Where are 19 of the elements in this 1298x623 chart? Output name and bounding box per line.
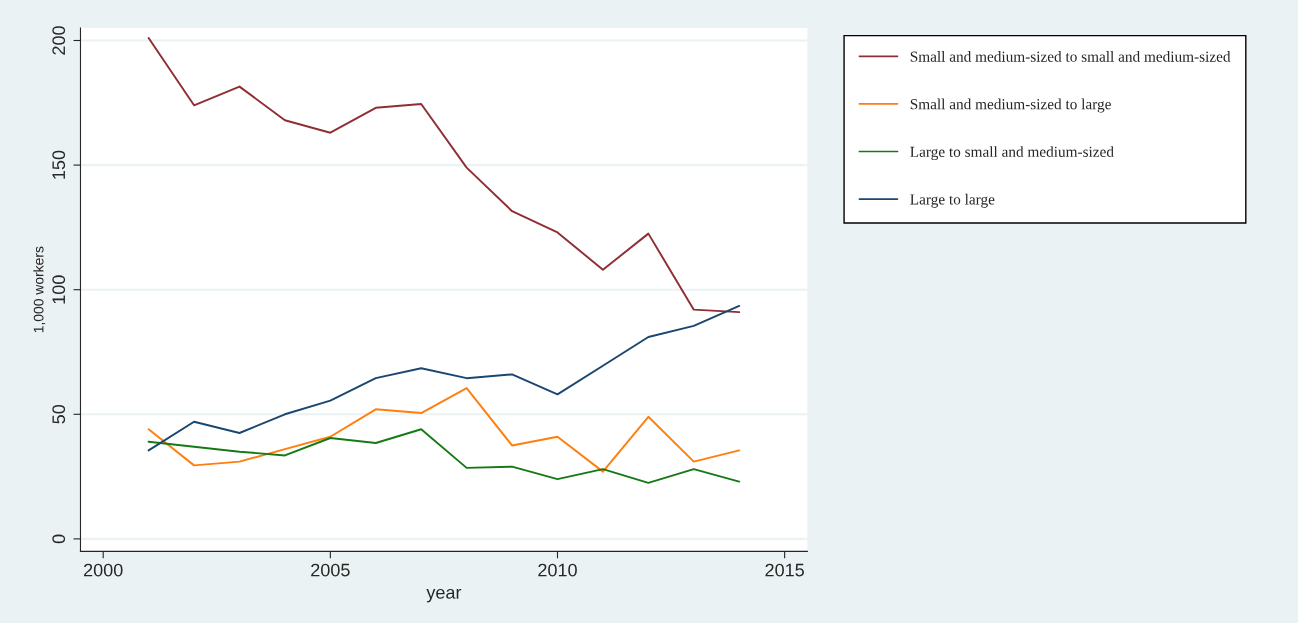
x-tick-label: 2000 — [84, 563, 123, 577]
y-tick-label: 50 — [52, 404, 66, 424]
line-series — [147, 37, 741, 314]
y-axis-title: 1,000 workers — [33, 246, 46, 333]
x-tick-label: 2005 — [311, 563, 350, 577]
legend-label: Small and medium-sized to large — [910, 98, 1111, 113]
y-tick-label: 100 — [52, 275, 66, 304]
legend-label: Large to large — [910, 193, 995, 208]
line-series — [147, 428, 741, 484]
y-tick-label: 0 — [52, 534, 66, 544]
x-tick-label: 2015 — [765, 563, 804, 577]
x-tick-label: 2010 — [538, 563, 577, 577]
y-tick-label: 150 — [52, 150, 66, 179]
line-series — [147, 304, 741, 452]
y-tick-label: 200 — [52, 26, 66, 55]
line-series — [147, 387, 741, 473]
legend-label: Small and medium-sized to small and medium-sized — [910, 51, 1231, 62]
x-axis-title: year — [426, 588, 462, 603]
legend-label: Large to small and medium-sized — [910, 146, 1114, 161]
